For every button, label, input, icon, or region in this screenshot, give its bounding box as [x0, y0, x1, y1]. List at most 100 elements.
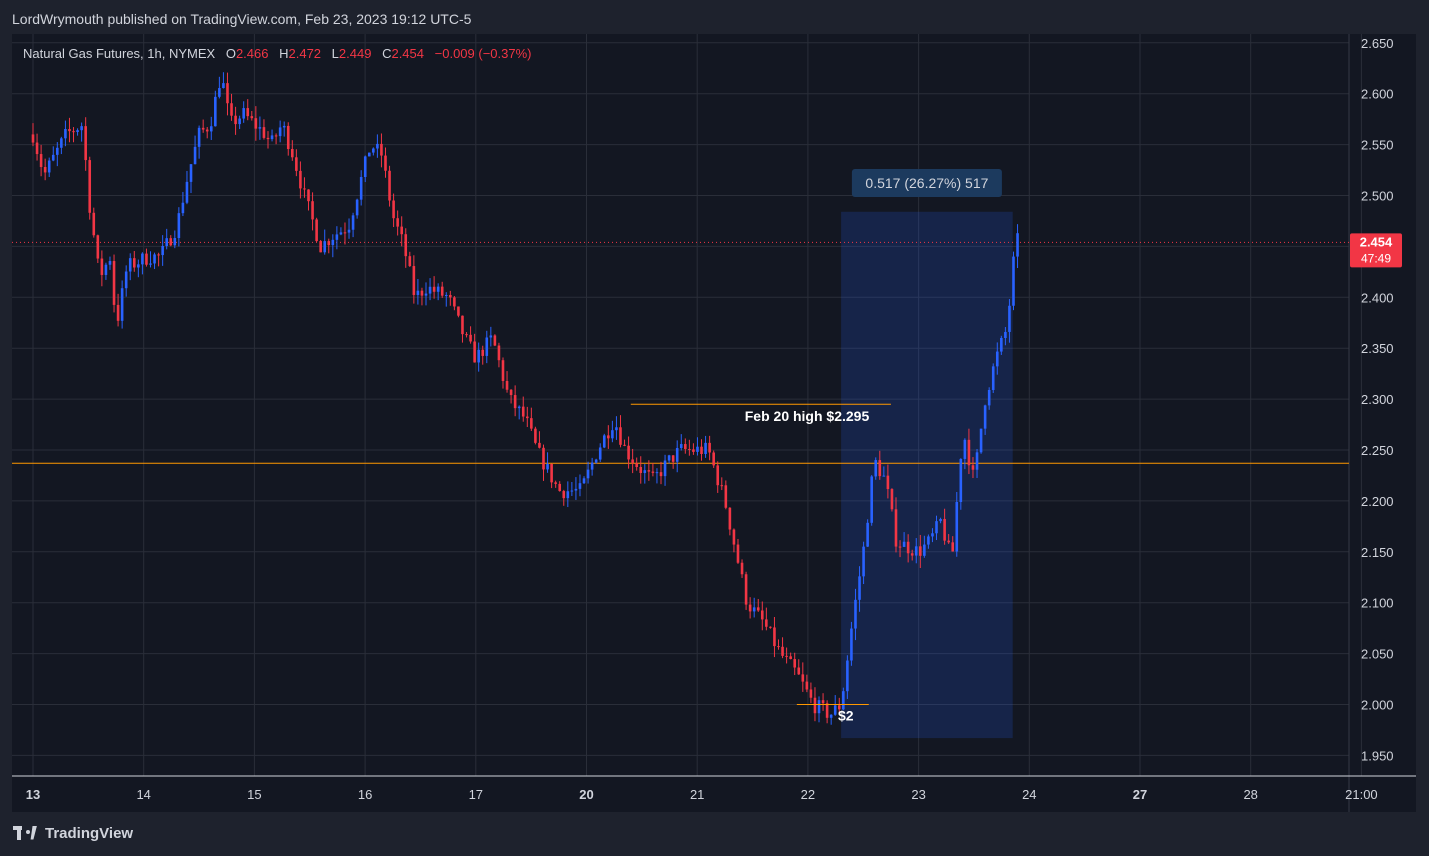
candle-body	[509, 389, 513, 396]
candle-body	[84, 126, 87, 161]
candle-body	[173, 238, 177, 246]
x-tick-label: 16	[358, 787, 372, 802]
price-badge-countdown: 47:49	[1361, 251, 1391, 265]
candle-body	[132, 258, 136, 268]
price-badge	[1350, 233, 1402, 268]
candle-body	[461, 315, 464, 335]
candle-body	[307, 189, 310, 202]
candle-body	[205, 129, 209, 132]
candle-body	[910, 553, 914, 556]
candle-body	[919, 546, 922, 556]
candle-body	[769, 626, 772, 628]
y-tick-label: 2.500	[1361, 189, 1394, 204]
candle-body	[469, 334, 472, 342]
candle-body	[850, 628, 853, 661]
candle-body	[598, 447, 602, 460]
candle-body	[400, 226, 403, 235]
y-tick-label: 2.350	[1361, 341, 1394, 356]
candle-body	[457, 306, 460, 316]
candle-body	[201, 127, 205, 130]
candle-body	[505, 381, 509, 390]
candle-body	[785, 655, 788, 657]
candle-body	[1004, 331, 1007, 338]
low-value: 2.449	[338, 46, 372, 61]
candle-body	[80, 126, 83, 131]
open-value: 2.466	[235, 46, 269, 61]
candle-body	[412, 266, 416, 295]
candle-body	[339, 232, 343, 235]
candle-body	[35, 142, 39, 155]
candle-body	[376, 143, 379, 149]
candle-body	[789, 656, 792, 660]
candle-body	[975, 452, 979, 470]
candle-body	[282, 125, 286, 128]
candle-body	[165, 238, 169, 246]
candle-body	[489, 335, 493, 338]
high-label: H	[279, 46, 289, 61]
candle-body	[218, 88, 221, 97]
close-label: C	[382, 46, 392, 61]
high-value: 2.472	[288, 46, 322, 61]
candle-body	[396, 218, 399, 227]
candle-body	[525, 416, 529, 419]
candle-body	[748, 604, 752, 612]
candle-body	[347, 229, 351, 233]
candle-body	[627, 445, 630, 460]
range-measure-box[interactable]	[841, 211, 1013, 739]
candle-body	[372, 148, 375, 153]
candle-body	[68, 128, 71, 132]
candle-body	[262, 127, 266, 138]
candle-body	[943, 518, 946, 541]
candle-body	[278, 127, 282, 137]
candle-body	[424, 293, 428, 296]
candle-body	[242, 108, 245, 119]
candle-body	[141, 253, 144, 265]
x-tick-label: 13	[26, 787, 40, 802]
x-tick-label: 23	[911, 787, 925, 802]
candle-body	[643, 470, 647, 474]
candle-body	[124, 271, 128, 289]
candle-body	[116, 304, 120, 321]
candle-body	[979, 428, 983, 453]
y-tick-label: 2.550	[1361, 138, 1394, 153]
candle-body	[214, 96, 217, 127]
change-value: −0.009 (−0.37%)	[434, 46, 532, 61]
y-tick-label: 2.200	[1361, 494, 1394, 509]
candle-body	[384, 155, 387, 171]
chart-frame[interactable]	[12, 34, 1416, 812]
candle-body	[570, 490, 574, 492]
candle-body	[465, 334, 468, 336]
candle-body	[226, 83, 229, 104]
candle-body	[615, 427, 618, 431]
candle-body	[671, 455, 675, 462]
candle-body	[197, 127, 201, 147]
candle-body	[809, 689, 813, 698]
candle-body	[408, 256, 412, 267]
candle-body	[92, 212, 96, 236]
candle-body	[967, 439, 971, 466]
candle-body	[829, 714, 833, 718]
candle-body	[538, 442, 541, 448]
two-dollar-label: $2	[838, 708, 854, 724]
candle-body	[517, 406, 521, 409]
y-tick-label: 2.600	[1361, 87, 1394, 102]
candle-body	[574, 488, 578, 491]
tradingview-logo[interactable]: TradingView	[13, 825, 133, 842]
x-tick-label: 17	[469, 787, 483, 802]
range-label-box	[851, 169, 1002, 197]
candle-body	[432, 286, 436, 292]
candle-body	[663, 460, 667, 477]
candle-body	[185, 181, 189, 203]
candle-body	[607, 435, 610, 439]
candle-body	[983, 405, 987, 429]
candle-body	[230, 103, 233, 116]
candle-body	[315, 219, 318, 242]
candle-body	[100, 258, 104, 275]
candle-body	[481, 349, 485, 356]
candle-body	[440, 286, 444, 296]
x-tick-label: 15	[247, 787, 261, 802]
open-label: O	[225, 46, 236, 61]
candle-body	[266, 137, 270, 140]
candle-body	[927, 536, 930, 545]
